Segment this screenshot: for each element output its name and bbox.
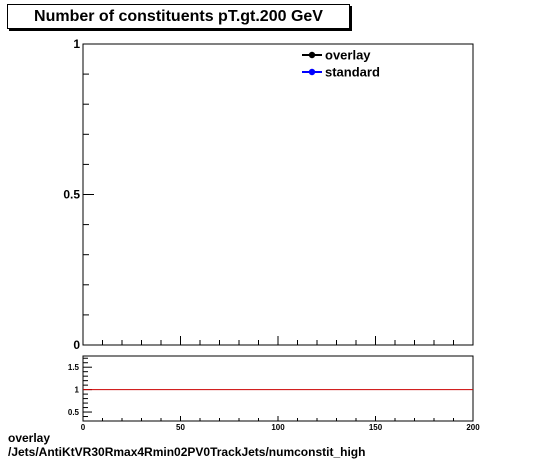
legend-marker-standard (308, 68, 316, 76)
ratio-y-tick-label: 1.5 (68, 363, 80, 372)
ratio-tick-labels: 0.5 1 1.5 0 50 100 150 200 (68, 363, 480, 432)
main-ticks (82, 43, 474, 346)
ratio-x-tick-label: 100 (271, 423, 285, 432)
legend-label-overlay: overlay (325, 48, 371, 63)
main-y-tick-label: 0.5 (63, 188, 80, 202)
footer-path: /Jets/AntiKtVR30Rmax4Rmin02PV0TrackJets/… (8, 445, 366, 459)
footer-label: overlay (8, 431, 51, 445)
main-y-tick-label: 1 (73, 37, 80, 51)
legend: overlay standard (302, 48, 380, 80)
chart-title: Number of constituents pT.gt.200 GeV (7, 4, 350, 29)
ratio-y-tick-label: 0.5 (68, 408, 80, 417)
main-tick-labels: 00.51 (63, 37, 80, 352)
ratio-y-tick-label: 1 (75, 386, 80, 395)
ratio-ticks (82, 357, 474, 421)
legend-label-standard: standard (325, 65, 380, 80)
ratio-x-tick-label: 50 (176, 423, 185, 432)
ratio-x-tick-label: 0 (81, 423, 86, 432)
main-y-tick-label: 0 (73, 338, 80, 352)
ratio-x-tick-label: 200 (466, 423, 480, 432)
main-plot-frame (82, 43, 474, 346)
ratio-plot-frame (82, 355, 474, 422)
legend-marker-overlay (308, 51, 316, 59)
ratio-x-tick-label: 150 (369, 423, 383, 432)
